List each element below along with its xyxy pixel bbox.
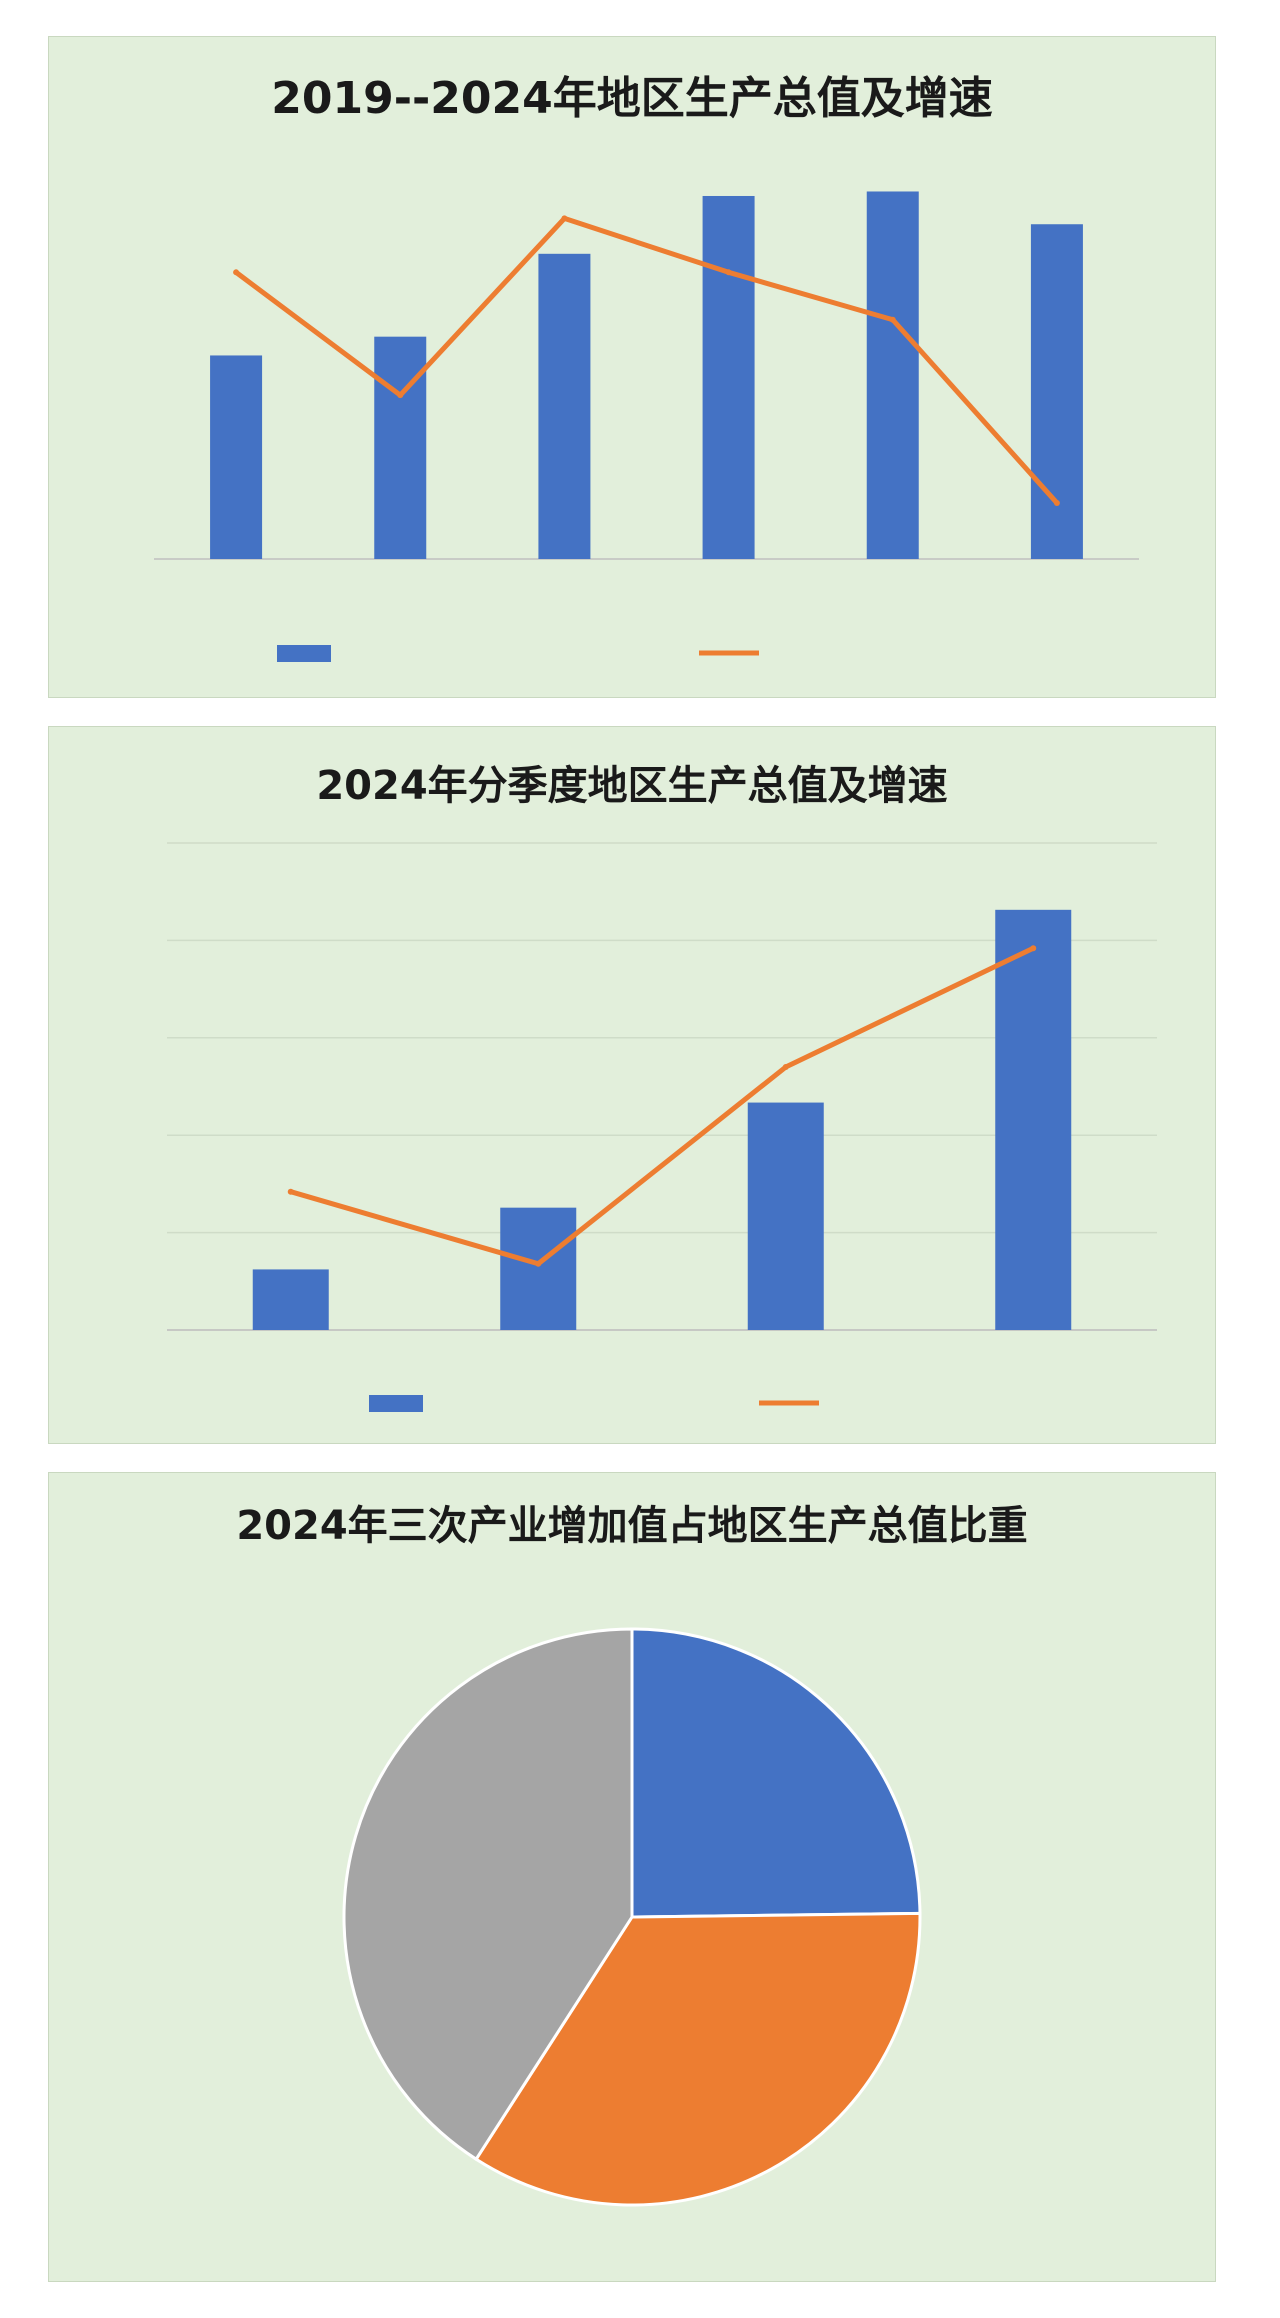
bar-gdp (1030, 224, 1083, 560)
legend-swatch-bar (369, 1395, 423, 1412)
line-point (782, 1064, 789, 1071)
line-point (397, 392, 404, 399)
bar-gdp (995, 909, 1072, 1330)
line-point (725, 269, 732, 276)
line-point (889, 316, 896, 323)
bar-gdp (374, 336, 427, 559)
chart-title: 2024年分季度地区生产总值及增速 (316, 763, 947, 809)
bar-gdp (702, 195, 755, 560)
chart-industry-share-pie: 2024年三次产业增加值占地区生产总值比重 (236, 1503, 1028, 2207)
line-point (233, 269, 240, 276)
line-point (1030, 945, 1037, 952)
line-point (287, 1188, 294, 1195)
bar-gdp (866, 191, 919, 560)
chart-panel-industry-share: 2024年三次产业增加值占地区生产总值比重 (48, 1472, 1216, 2282)
pie-slice (630, 1627, 922, 1919)
line-point (1053, 499, 1060, 506)
chart-gdp-2024-quarterly: 2024年分季度地区生产总值及增速 (167, 763, 1157, 1412)
pie-slice (474, 1911, 922, 2207)
bar-gdp (500, 1207, 577, 1330)
chart-panel-gdp-2024-quarterly: 2024年分季度地区生产总值及增速 (48, 726, 1216, 1444)
bar-gdp (210, 355, 263, 559)
chart-gdp-2019-2024: 2019--2024年地区生产总值及增速 (154, 73, 1139, 662)
bar-gdp (538, 253, 591, 559)
line-growth (290, 945, 1035, 1267)
chart-title: 2019--2024年地区生产总值及增速 (271, 73, 992, 124)
chart-panel-gdp-2019-2024: 2019--2024年地区生产总值及增速 (48, 36, 1216, 698)
pie-slice (342, 1627, 634, 2162)
bar-gdp (252, 1269, 329, 1330)
line-growth (234, 215, 1059, 505)
line-point (535, 1260, 542, 1267)
legend-swatch-bar (277, 645, 331, 662)
chart-title: 2024年三次产业增加值占地区生产总值比重 (236, 1503, 1027, 1549)
line-point (561, 215, 568, 222)
bar-gdp (747, 1102, 824, 1330)
